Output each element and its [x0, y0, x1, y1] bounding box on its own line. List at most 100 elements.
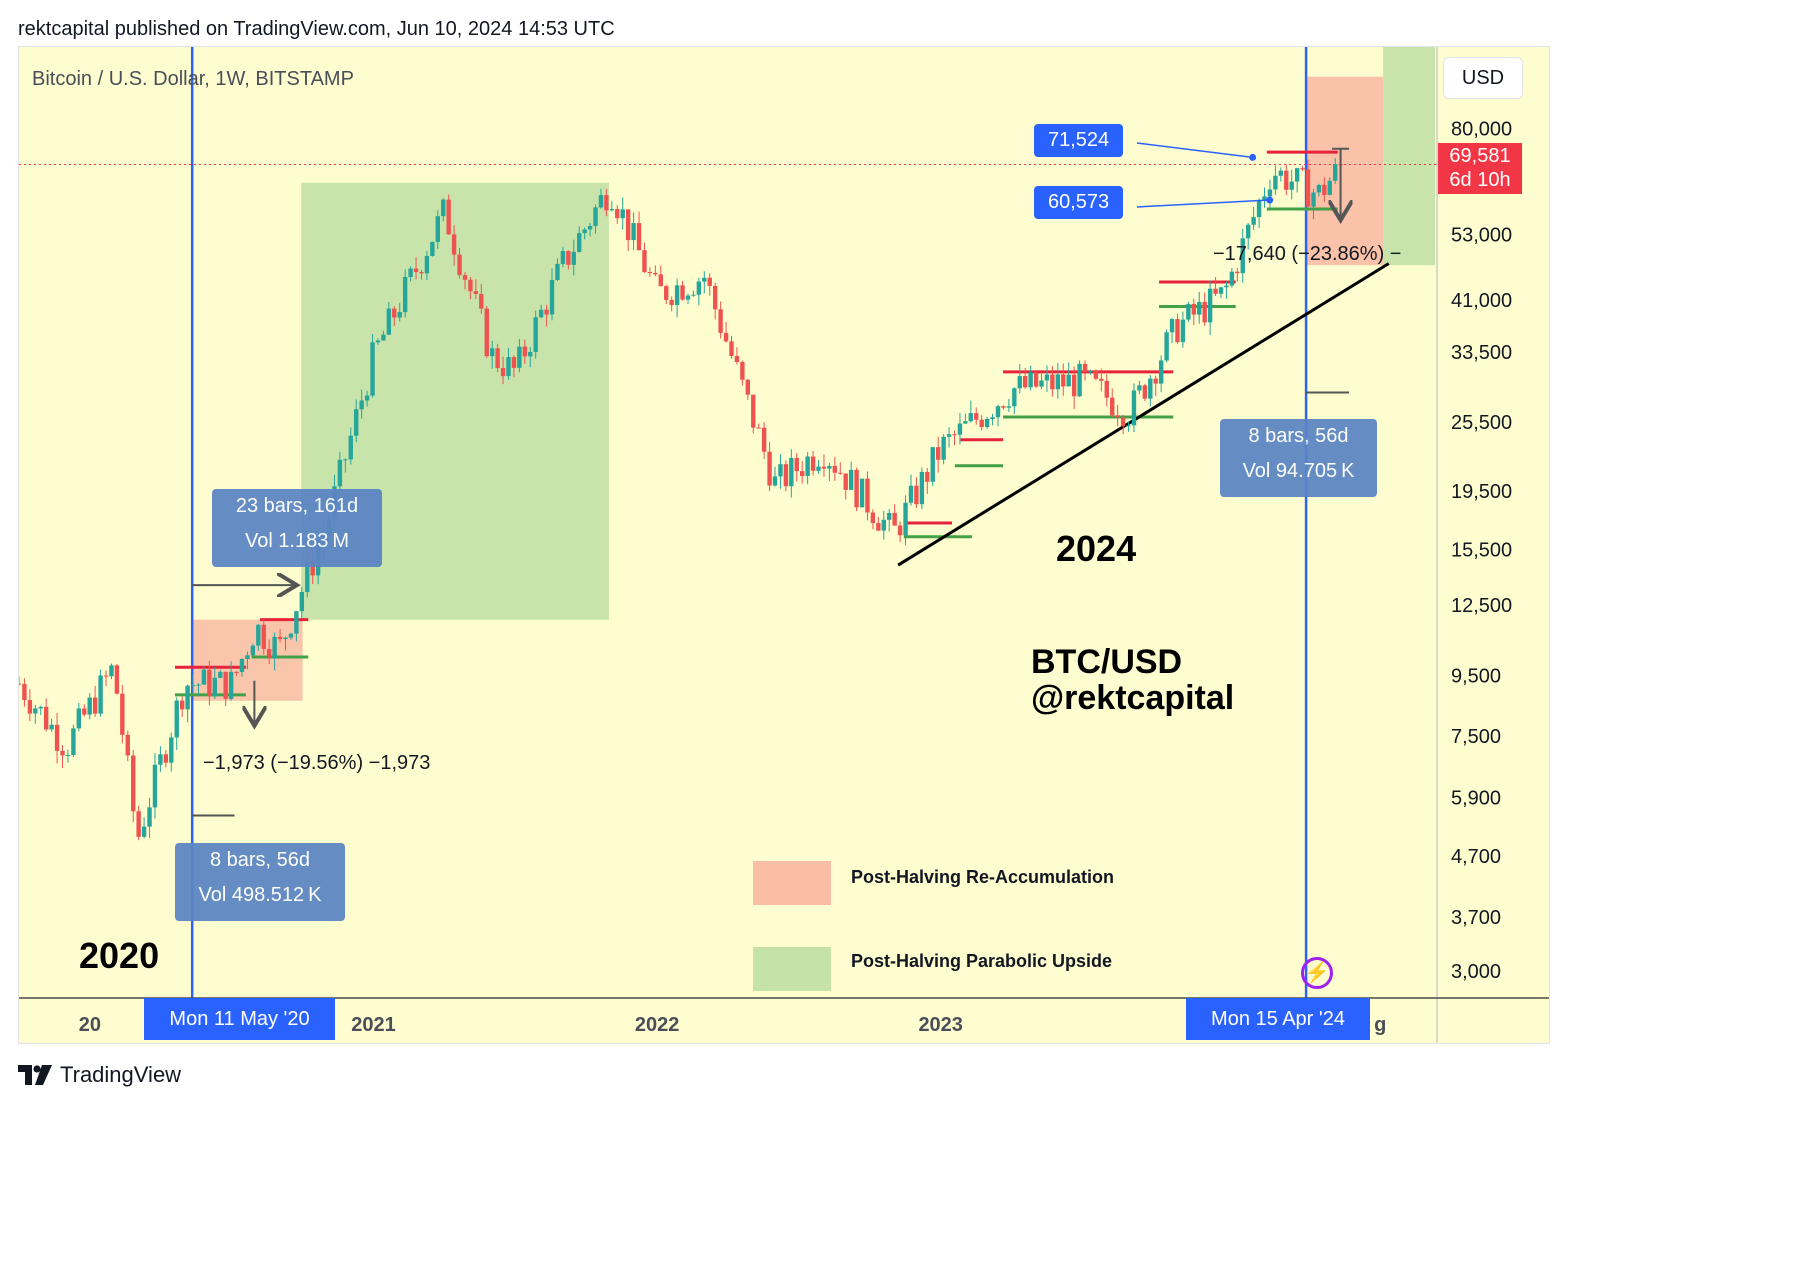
candle-body — [1050, 374, 1055, 390]
candle-body — [1028, 372, 1033, 388]
candle-body — [451, 234, 457, 255]
reaccumulation-zone-2024 — [1306, 76, 1384, 266]
candle-body — [946, 434, 952, 437]
candle-body — [702, 277, 707, 282]
candle-body — [506, 357, 511, 377]
candle — [1202, 292, 1207, 326]
candle — [995, 404, 1001, 427]
candle-body — [854, 469, 859, 508]
candle-body — [783, 464, 789, 487]
range-box-2020-small: 8 bars, 56d Vol 498.512 K — [175, 843, 345, 921]
candle — [446, 194, 451, 235]
candle-body — [1104, 380, 1109, 398]
candle-body — [1066, 374, 1071, 387]
price-tick-label: 5,900 — [1451, 787, 1501, 809]
candle — [604, 188, 609, 217]
candle-body — [65, 754, 71, 756]
candle-body — [832, 465, 838, 473]
candle-body — [1033, 372, 1039, 387]
candle — [1071, 366, 1077, 410]
candle — [1115, 405, 1120, 427]
candle — [218, 669, 223, 679]
candle — [1164, 329, 1169, 363]
candle — [1278, 167, 1284, 182]
chart-pane[interactable]: 80,000 53,000 41,000 33,500 25,500 19,500 15,5… — [18, 46, 1550, 1044]
candle — [854, 467, 859, 512]
candle-body — [283, 637, 288, 640]
candle-body — [1012, 388, 1017, 407]
chart-canvas[interactable]: 80,000 53,000 41,000 33,500 25,500 19,500 15,5… — [19, 47, 1550, 1044]
candle — [631, 212, 636, 250]
bar-countdown: 6d 10h — [1449, 169, 1511, 191]
candle — [756, 423, 761, 429]
watermark: BTC/USD @rektcapital — [1031, 644, 1234, 716]
parabolic-zone-2024 — [1383, 47, 1435, 266]
candle — [54, 712, 60, 764]
candle — [1022, 368, 1028, 390]
candle-body — [1071, 374, 1077, 397]
candle — [555, 258, 560, 282]
candle-body — [756, 427, 761, 429]
tradingview-brand[interactable]: TradingView — [18, 1062, 181, 1088]
candle-body — [723, 332, 729, 342]
candle — [1180, 311, 1186, 348]
lightning-icon[interactable]: ⚡ — [1301, 957, 1333, 989]
candle-body — [881, 519, 886, 531]
candle — [615, 205, 620, 224]
candle-body — [674, 285, 680, 305]
candle — [359, 389, 364, 419]
candle-body — [794, 457, 799, 472]
candle — [577, 226, 582, 253]
candle — [636, 211, 642, 251]
candle — [136, 805, 141, 841]
candle-body — [190, 685, 196, 687]
candle-body — [1267, 189, 1273, 197]
candle-body — [33, 708, 38, 714]
candle-body — [859, 478, 865, 508]
candle — [718, 301, 723, 339]
candle — [702, 271, 707, 294]
candle — [272, 632, 277, 671]
candle — [190, 674, 196, 694]
candle — [386, 302, 392, 336]
candle-body — [446, 199, 451, 235]
candle-body — [805, 456, 810, 477]
candle — [566, 250, 571, 270]
candle — [843, 473, 848, 500]
candle — [528, 347, 533, 368]
candle-body — [1153, 378, 1158, 384]
range-box-2024: 8 bars, 56d Vol 94.705 K — [1220, 419, 1377, 497]
candle-body — [729, 341, 734, 357]
candle — [1033, 371, 1039, 389]
candle-body — [887, 512, 892, 520]
candle — [1245, 223, 1251, 250]
candle — [82, 704, 87, 717]
candle — [658, 265, 663, 287]
candle — [1267, 179, 1273, 209]
candle — [1148, 375, 1153, 407]
candle-body — [495, 348, 500, 369]
candle-body — [712, 285, 718, 310]
candle-body — [821, 466, 827, 469]
candle-body — [669, 299, 674, 305]
last-price-badge: 69,581 6d 10h — [1438, 143, 1522, 194]
currency-button[interactable]: USD — [1443, 57, 1523, 99]
candle-body — [1164, 332, 1169, 361]
candle-body — [1158, 360, 1164, 384]
candle-body — [620, 209, 625, 219]
candle — [1104, 374, 1109, 407]
candle — [299, 587, 305, 619]
candle — [1006, 398, 1012, 412]
candle — [952, 430, 957, 446]
candle-body — [941, 436, 946, 460]
candle — [517, 338, 522, 373]
candle — [495, 343, 500, 373]
candle — [1126, 421, 1131, 432]
candle — [49, 718, 54, 732]
candle-body — [1093, 371, 1099, 379]
candle-body — [359, 400, 364, 410]
halving-date-label-2020: Mon 11 May '20 — [144, 998, 335, 1040]
candle-body — [647, 272, 653, 274]
candle-body — [1044, 374, 1050, 381]
candle — [1061, 363, 1066, 396]
